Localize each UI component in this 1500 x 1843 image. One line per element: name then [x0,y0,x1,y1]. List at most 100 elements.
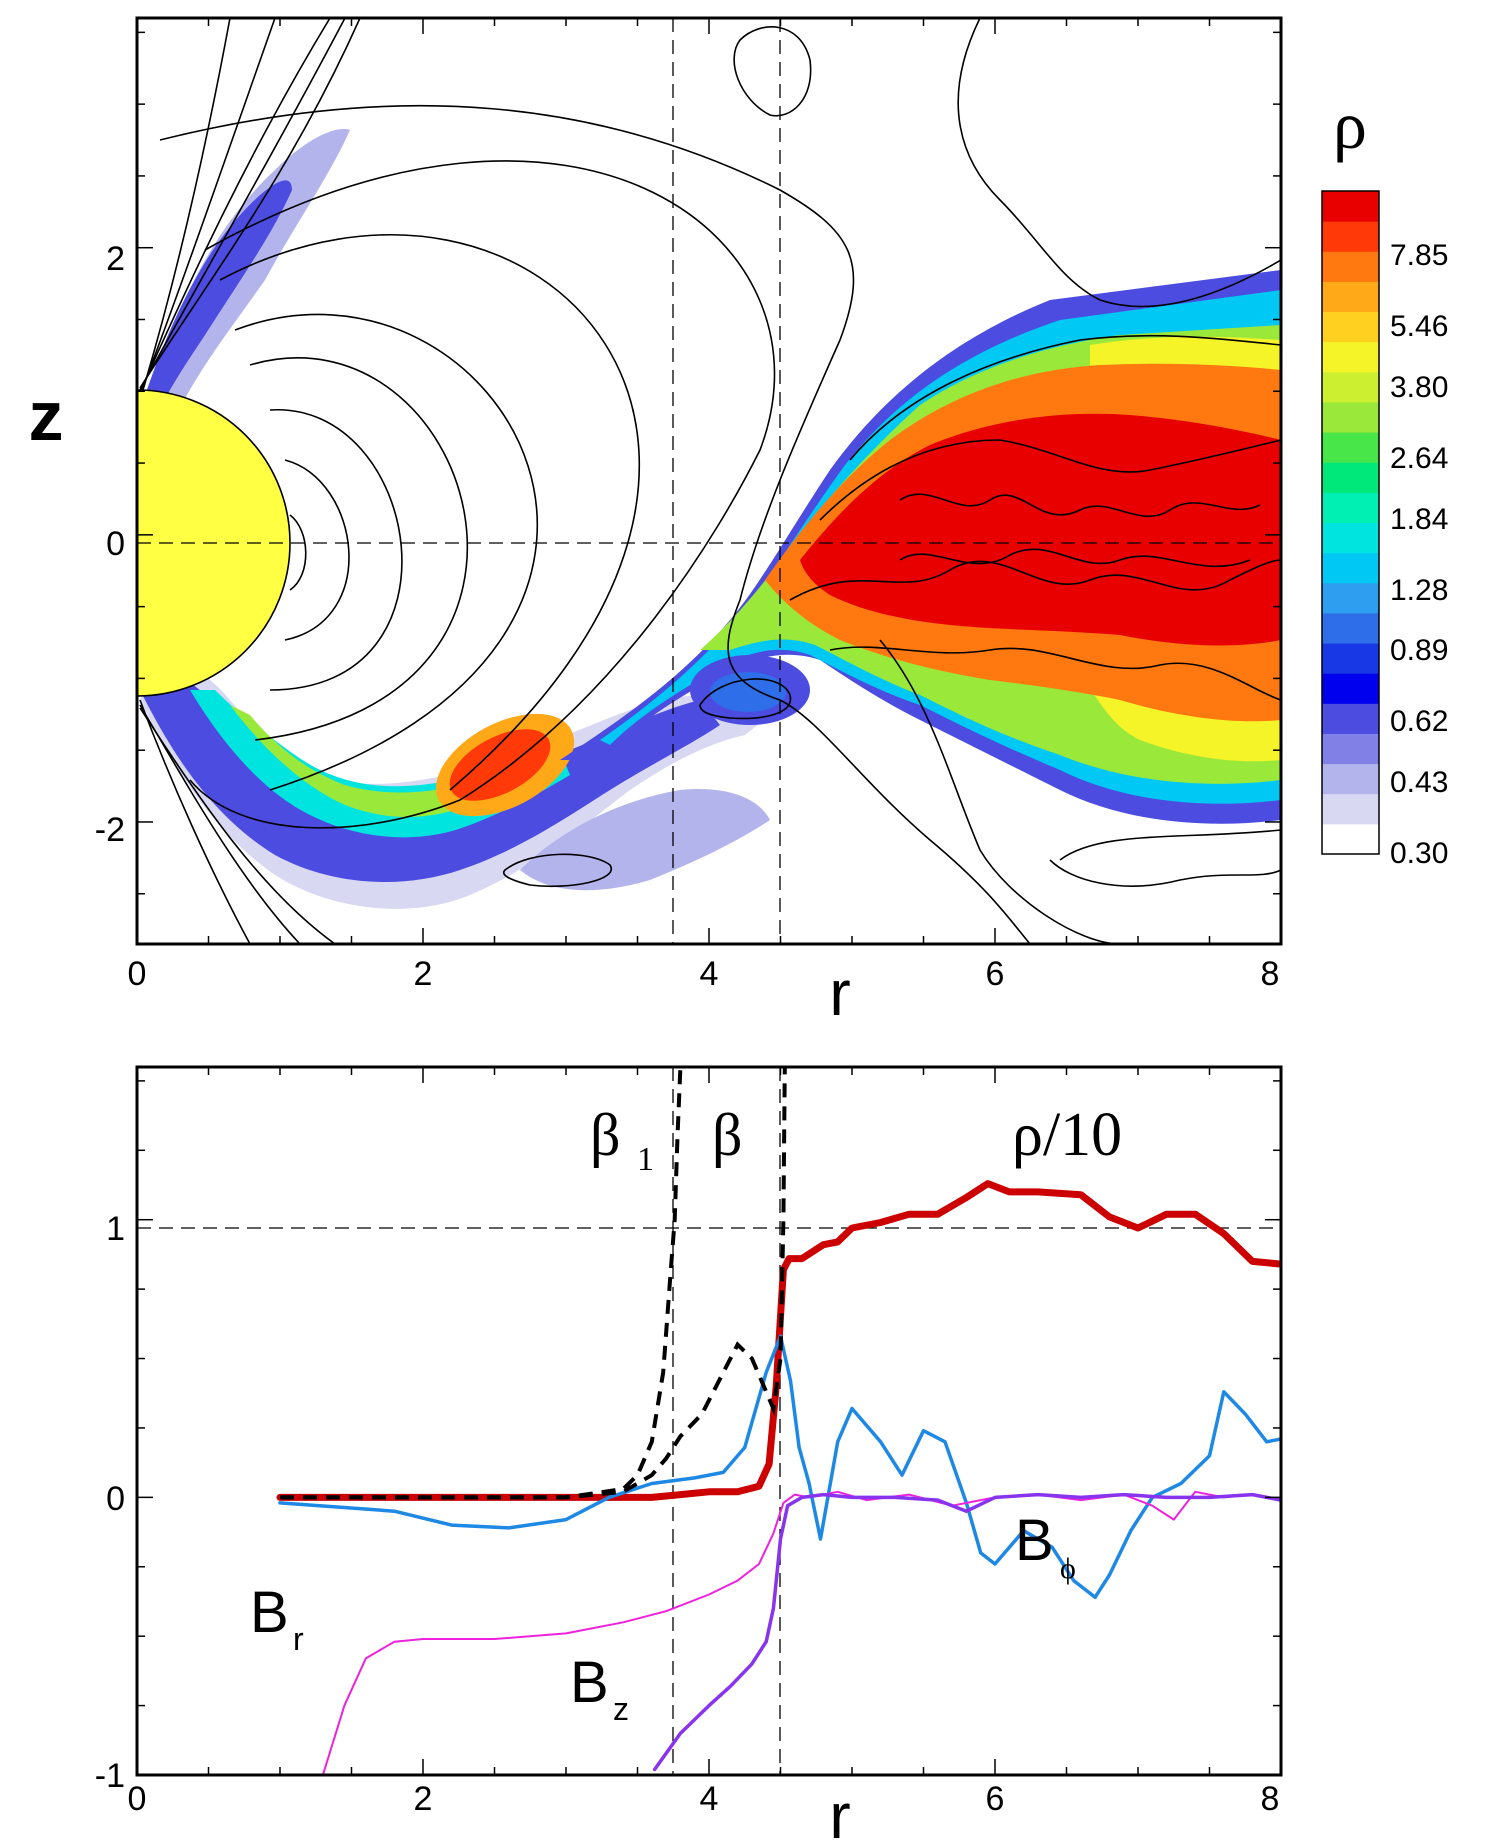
field-line [849,334,1281,461]
colorbar-tick-label: 0.62 [1390,705,1448,738]
colorbar-band [1322,191,1379,222]
colorbar-band [1322,733,1379,765]
field-line [249,357,469,741]
colorbar-band [1322,823,1379,855]
field-line [219,234,640,791]
field-line [139,707,336,944]
density-field-upper-stream [140,129,350,430]
annotation-B-z: B z [570,1650,629,1727]
field-line [899,548,1251,568]
top-x-tick-label: 4 [700,955,719,993]
colorbar-band [1322,371,1379,403]
colorbar-band [1322,793,1379,825]
field-line [819,439,1281,521]
field-line-loop [503,853,613,888]
colorbar-band [1322,612,1379,644]
annotation-rho-over-10-text: ρ/10 [1012,1101,1122,1169]
series-B-phi-line [278,1334,1281,1600]
annotation-B-r: B r [250,1580,304,1657]
density-plot-area [137,18,1281,944]
field-line [829,646,1281,701]
annotation-B-phi: B ϕ [1015,1508,1076,1585]
colorbar-tick-label: 5.46 [1390,310,1448,343]
annotation-beta: β [712,1102,743,1168]
annotation-B-r-sub: r [293,1621,304,1657]
colorbar-tick-label: 3.80 [1390,371,1448,404]
colorbar-band [1322,673,1379,704]
colorbar-tick-label: 1.28 [1390,574,1448,607]
annotation-beta1: β 1 [590,1102,654,1178]
colorbar-tick-label: 1.84 [1390,503,1448,536]
series-B-z-line [652,1492,1281,1772]
series-beta-line [280,1067,787,1500]
density-blob-core [449,729,551,801]
colorbar-band [1322,552,1379,584]
density-colorbar: ρ 7.85 5.46 3.80 2.64 1.84 1.28 0.89 0.6… [1321,87,1448,870]
annotation-B-z-sub: z [613,1691,629,1727]
top-x-tick-label: 0 [128,955,147,993]
colorbar-band [1322,281,1379,313]
colorbar-band [1322,341,1379,373]
bottom-x-axis-title: r [829,1780,850,1843]
top-x-tick-label: 6 [986,955,1005,993]
bottom-y-tick-label: 1 [106,1210,125,1248]
field-line [139,18,331,393]
colorbar-band [1322,582,1379,614]
bottom-axis-ticks [136,1067,1282,1776]
density-map-panel: 0 2 4 6 8 -2 0 2 r z [29,16,1283,1029]
field-line [269,409,403,691]
field-line [139,18,231,401]
annotation-B-z-main: B [570,1650,609,1715]
colorbar-band [1322,643,1379,674]
profiles-plot-background [137,1067,1281,1775]
top-x-tick-label: 8 [1261,955,1280,993]
bottom-x-tick-label: 8 [1261,1780,1280,1818]
field-line [899,493,1261,518]
field-line-loop [733,26,812,117]
bottom-x-tick-label: 6 [986,1780,1005,1818]
density-field-upper-stream-core [140,180,292,420]
field-line-loop [699,678,792,720]
field-line [189,160,776,829]
annotation-beta1-sub: 1 [637,1141,654,1178]
field-line [1059,829,1281,861]
top-y-axis-title: z [29,377,64,455]
annotation-B-phi-main: B [1015,1508,1054,1573]
colorbar-band [1322,462,1379,493]
colorbar-band [1322,401,1379,433]
top-x-axis-title: r [829,957,850,1029]
magnetic-field-lines [139,18,1281,944]
field-line [139,18,361,389]
bottom-y-tick-label: -1 [95,1757,125,1795]
colorbar-tick-label: 0.30 [1390,837,1448,870]
annotation-B-r-main: B [250,1580,289,1645]
density-field-lower-stream [140,670,720,882]
bottom-x-tick-label: 0 [128,1780,147,1818]
colorbar-band [1322,251,1379,282]
series-beta1-line [280,1067,683,1500]
top-y-tick-label: 0 [106,525,125,563]
field-line [284,459,350,641]
colorbar-frame [1321,190,1380,855]
field-line [159,104,1031,944]
field-line [789,559,1281,601]
colorbar-tick-label: 0.89 [1390,634,1448,667]
field-line [234,313,539,791]
profiles-panel: 0 2 4 6 8 -1 0 1 r β 1 β ρ/10 B r B z B … [95,1065,1283,1843]
annotation-B-phi-sub: ϕ [1060,1552,1076,1585]
colorbar-tick-label: 2.64 [1390,442,1448,475]
colorbar-title: ρ [1333,87,1367,163]
bottom-y-tick-label: 0 [106,1480,125,1518]
colorbar-tick-label: 7.85 [1390,239,1448,272]
series-rho-over-10-line [276,1180,1281,1501]
colorbar-band [1322,432,1379,463]
colorbar-band [1322,522,1379,554]
field-line [139,18,346,391]
density-pocket-core [710,672,786,712]
colorbar-band [1322,703,1379,734]
top-axis-ticks [136,18,1282,944]
top-y-tick-label: -2 [95,811,125,849]
profiles-series-layer [276,1067,1281,1775]
field-line [139,18,276,396]
